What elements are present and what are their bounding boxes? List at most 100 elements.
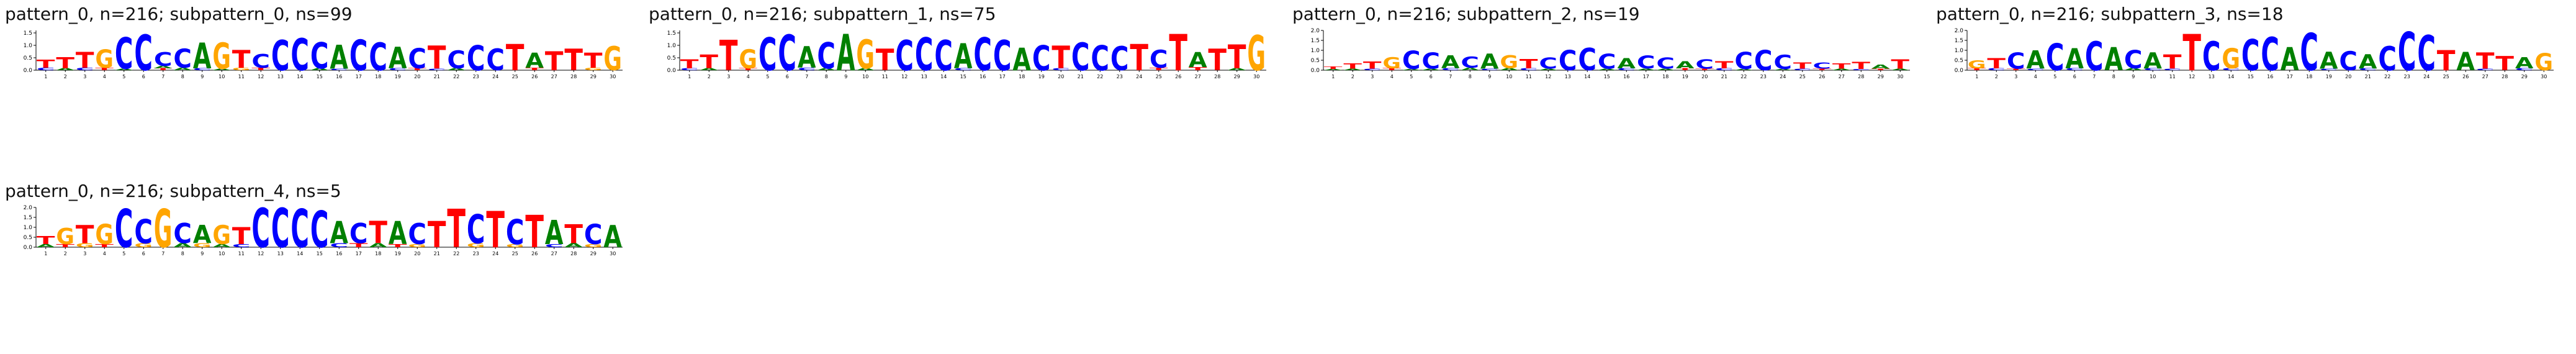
logo-letter-C: C [2065, 68, 2084, 71]
x-tick-label: 12 [2189, 74, 2195, 79]
logo-letter-A: A [798, 41, 816, 75]
logo-letter-A: A [173, 68, 194, 71]
logo-letter-C: C [2300, 27, 2318, 81]
y-tick-label: 1.0 [667, 43, 677, 49]
panel-title: pattern_0, n=216; subpattern_2, ns=19 [1292, 4, 1640, 24]
logo-letter-C: C [310, 204, 329, 258]
logo-letter-C: C [1110, 40, 1129, 78]
x-tick-label: 24 [1780, 74, 1786, 79]
x-tick-label: 27 [551, 251, 557, 256]
logo-letter-T: T [232, 222, 251, 250]
logo-letter-A: A [2456, 48, 2475, 76]
logo-letter-C: C [1773, 52, 1792, 74]
logo-letter-C: C [759, 29, 777, 81]
logo-letter-T: T [447, 204, 466, 258]
x-tick-label: 18 [375, 251, 381, 256]
logo-letter-C: C [330, 68, 352, 71]
logo-letter-C: C [1539, 54, 1557, 72]
logo-letter-C: C [251, 51, 270, 73]
x-tick-label: 27 [1195, 74, 1201, 79]
logo-letter-C: C [330, 243, 348, 249]
logo-letter-C: C [173, 219, 192, 250]
logo-letter-C: C [1480, 68, 1502, 71]
x-tick-label: 23 [2404, 74, 2410, 79]
logo-letter-A: A [1189, 48, 1207, 72]
x-tick-label: 5 [2053, 74, 2056, 79]
logo-letter-C: C [2476, 68, 2497, 71]
panel-title: pattern_0, n=216; subpattern_1, ns=75 [649, 4, 996, 24]
logo-letter-G: G [154, 204, 173, 258]
logo-letter-T: T [876, 43, 894, 78]
logo-letter-C: C [1363, 68, 1384, 71]
logo-letter-C: C [173, 43, 192, 74]
logo-letter-C: C [1852, 68, 1870, 71]
x-tick-label: 6 [786, 74, 789, 79]
logo-letter-T: T [37, 234, 56, 247]
logo-letter-C: C [349, 31, 368, 80]
x-tick-label: 11 [2169, 74, 2176, 79]
x-tick-label: 25 [512, 74, 518, 79]
x-tick-label: 17 [356, 251, 362, 256]
x-tick-label: 20 [1701, 74, 1708, 79]
logo-letter-T: T [1150, 68, 1169, 71]
x-tick-label: 16 [336, 251, 342, 256]
logo-letter-T: T [428, 214, 446, 256]
logo-letter-A: A [545, 213, 564, 252]
x-tick-label: 4 [103, 74, 106, 79]
x-tick-label: 21 [434, 74, 440, 79]
y-tick-label: 0.5 [24, 55, 32, 61]
x-tick-label: 30 [610, 74, 616, 79]
logo-letter-A: A [525, 48, 544, 73]
x-tick-label: 12 [258, 74, 264, 79]
x-tick-label: 20 [414, 74, 420, 79]
logo-letter-C: C [915, 29, 934, 81]
logo-letter-T: T [1695, 68, 1718, 71]
logo-letter-C: C [2261, 29, 2279, 81]
logo-letter-A: A [1441, 52, 1460, 73]
logo-letter-C: C [467, 39, 485, 79]
logo-letter-C: C [798, 68, 816, 71]
logo-letter-A: A [1402, 68, 1429, 71]
logo-letter-A: A [2515, 54, 2534, 72]
y-tick-label: 0.0 [667, 68, 677, 74]
x-tick-label: 30 [1897, 74, 1903, 79]
logo-letter-C: C [1032, 39, 1051, 79]
x-tick-label: 19 [395, 251, 401, 256]
logo-letter-C: C [349, 219, 368, 250]
logo-letter-G: G [1247, 27, 1266, 81]
x-tick-label: 13 [1565, 74, 1571, 79]
x-tick-label: 17 [356, 74, 362, 79]
logo-letter-G: G [1382, 54, 1401, 72]
x-tick-label: 14 [297, 251, 303, 256]
logo-letter-A: A [1598, 68, 1618, 71]
logo-letter-C: C [76, 68, 94, 71]
logo-letter-A: A [447, 68, 468, 71]
logo-letter-T: T [56, 54, 74, 72]
logo-letter-C: C [154, 49, 173, 71]
y-tick-label: 2.0 [1955, 28, 1964, 34]
y-tick-label: 1.5 [667, 30, 676, 37]
logo-letter-A: A [1228, 68, 1249, 71]
logo-letter-T: T [369, 216, 387, 251]
logo-letter-C: C [1461, 53, 1479, 71]
logo-letter-A: A [2281, 42, 2299, 78]
x-tick-label: 26 [2462, 74, 2469, 79]
x-tick-label: 9 [200, 74, 204, 79]
logo-letter-C: C [2359, 68, 2377, 71]
logo-letter-T: T [1382, 68, 1401, 71]
logo-letter-C: C [1578, 42, 1596, 78]
x-tick-label: 10 [218, 74, 225, 79]
logo-letter-C: C [134, 27, 153, 81]
logo-letter-C: C [506, 212, 525, 253]
x-tick-label: 25 [2443, 74, 2449, 79]
x-tick-label: 29 [590, 74, 597, 79]
y-tick-label: 0.0 [24, 68, 33, 74]
x-tick-label: 18 [375, 74, 381, 79]
x-tick-label: 27 [551, 74, 557, 79]
x-tick-label: 6 [142, 74, 145, 79]
logo-letter-A: A [330, 216, 348, 251]
x-tick-label: 17 [2287, 74, 2293, 79]
x-tick-label: 4 [1390, 74, 1394, 79]
logo-letter-C: C [934, 32, 953, 80]
logo-letter-G: G [506, 243, 525, 248]
